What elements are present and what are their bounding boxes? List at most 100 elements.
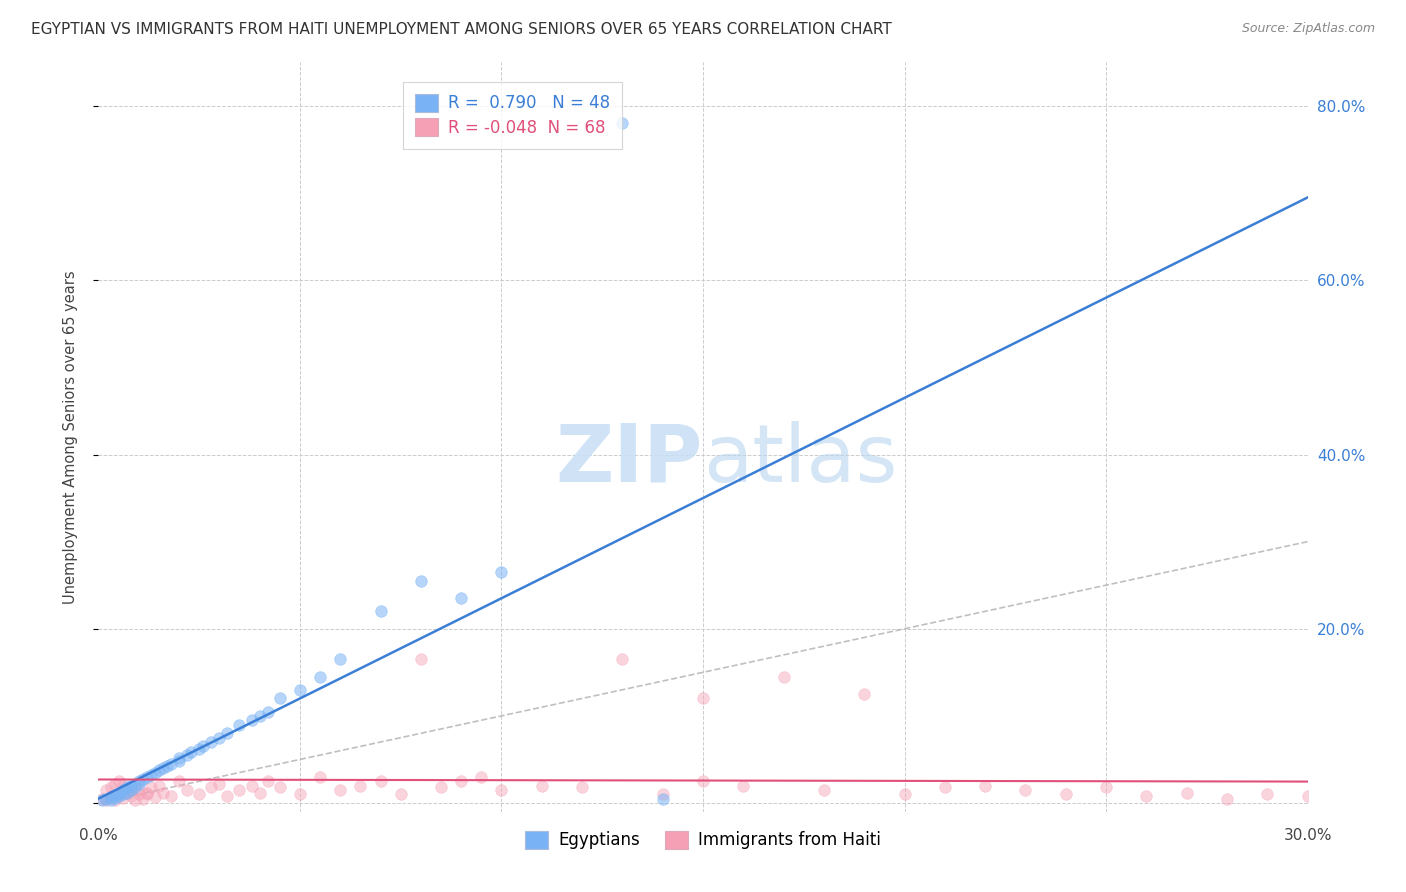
- Point: [692, 691, 714, 706]
- Point: [152, 761, 174, 775]
- Point: [249, 709, 271, 723]
- Point: [115, 786, 138, 800]
- Point: [200, 735, 222, 749]
- Point: [139, 780, 162, 795]
- Point: [180, 746, 202, 760]
- Point: [176, 748, 198, 763]
- Point: [256, 774, 278, 789]
- Point: [124, 793, 146, 807]
- Point: [256, 705, 278, 719]
- Point: [91, 791, 114, 805]
- Point: [217, 726, 239, 740]
- Text: EGYPTIAN VS IMMIGRANTS FROM HAITI UNEMPLOYMENT AMONG SENIORS OVER 65 YEARS CORRE: EGYPTIAN VS IMMIGRANTS FROM HAITI UNEMPL…: [31, 22, 891, 37]
- Point: [128, 783, 150, 797]
- Point: [120, 789, 142, 803]
- Point: [103, 777, 125, 791]
- Point: [120, 783, 142, 797]
- Point: [111, 779, 134, 793]
- Point: [240, 779, 263, 793]
- Point: [111, 783, 134, 797]
- Point: [329, 783, 352, 797]
- Point: [370, 774, 392, 789]
- Point: [176, 783, 198, 797]
- Point: [269, 780, 291, 795]
- Text: Source: ZipAtlas.com: Source: ZipAtlas.com: [1241, 22, 1375, 36]
- Point: [100, 780, 122, 795]
- Point: [329, 652, 352, 666]
- Point: [167, 774, 190, 789]
- Point: [103, 788, 125, 802]
- Point: [349, 779, 371, 793]
- Point: [612, 652, 634, 666]
- Text: ZIP: ZIP: [555, 420, 703, 499]
- Point: [208, 777, 231, 791]
- Point: [974, 779, 997, 793]
- Point: [152, 786, 174, 800]
- Point: [156, 759, 179, 773]
- Point: [228, 717, 250, 731]
- Point: [120, 783, 142, 797]
- Point: [450, 591, 472, 606]
- Point: [160, 789, 183, 803]
- Point: [188, 742, 211, 756]
- Point: [188, 787, 211, 801]
- Point: [107, 789, 129, 803]
- Point: [651, 787, 673, 801]
- Text: atlas: atlas: [703, 420, 897, 499]
- Point: [111, 787, 134, 801]
- Point: [450, 774, 472, 789]
- Point: [491, 565, 513, 579]
- Point: [128, 777, 150, 791]
- Point: [107, 787, 129, 801]
- Point: [128, 787, 150, 801]
- Point: [100, 789, 122, 804]
- Point: [124, 780, 146, 795]
- Point: [733, 779, 755, 793]
- Point: [143, 765, 166, 780]
- Point: [135, 787, 157, 801]
- Point: [148, 779, 170, 793]
- Point: [91, 793, 114, 807]
- Point: [470, 770, 492, 784]
- Point: [100, 789, 122, 803]
- Point: [934, 780, 956, 795]
- Point: [135, 786, 157, 800]
- Point: [217, 789, 239, 803]
- Point: [409, 574, 432, 588]
- Point: [370, 604, 392, 618]
- Point: [107, 786, 129, 800]
- Point: [288, 682, 311, 697]
- Point: [107, 774, 129, 789]
- Point: [111, 790, 134, 805]
- Point: [115, 786, 138, 800]
- Point: [430, 780, 453, 795]
- Point: [571, 780, 593, 795]
- Point: [651, 791, 673, 805]
- Point: [139, 768, 162, 782]
- Point: [1296, 789, 1319, 803]
- Point: [200, 780, 222, 795]
- Point: [853, 687, 876, 701]
- Point: [1135, 789, 1157, 803]
- Point: [612, 116, 634, 130]
- Point: [167, 754, 190, 768]
- Point: [143, 789, 166, 804]
- Point: [389, 787, 412, 801]
- Point: [269, 691, 291, 706]
- Point: [491, 783, 513, 797]
- Legend: Egyptians, Immigrants from Haiti: Egyptians, Immigrants from Haiti: [519, 824, 887, 855]
- Point: [309, 670, 332, 684]
- Point: [132, 772, 155, 786]
- Point: [160, 756, 183, 771]
- Point: [100, 792, 122, 806]
- Point: [692, 774, 714, 789]
- Point: [96, 793, 118, 807]
- Point: [813, 783, 835, 797]
- Point: [309, 770, 332, 784]
- Point: [1095, 780, 1118, 795]
- Point: [1216, 791, 1239, 805]
- Point: [128, 774, 150, 789]
- Point: [1054, 787, 1077, 801]
- Point: [288, 787, 311, 801]
- Point: [208, 731, 231, 745]
